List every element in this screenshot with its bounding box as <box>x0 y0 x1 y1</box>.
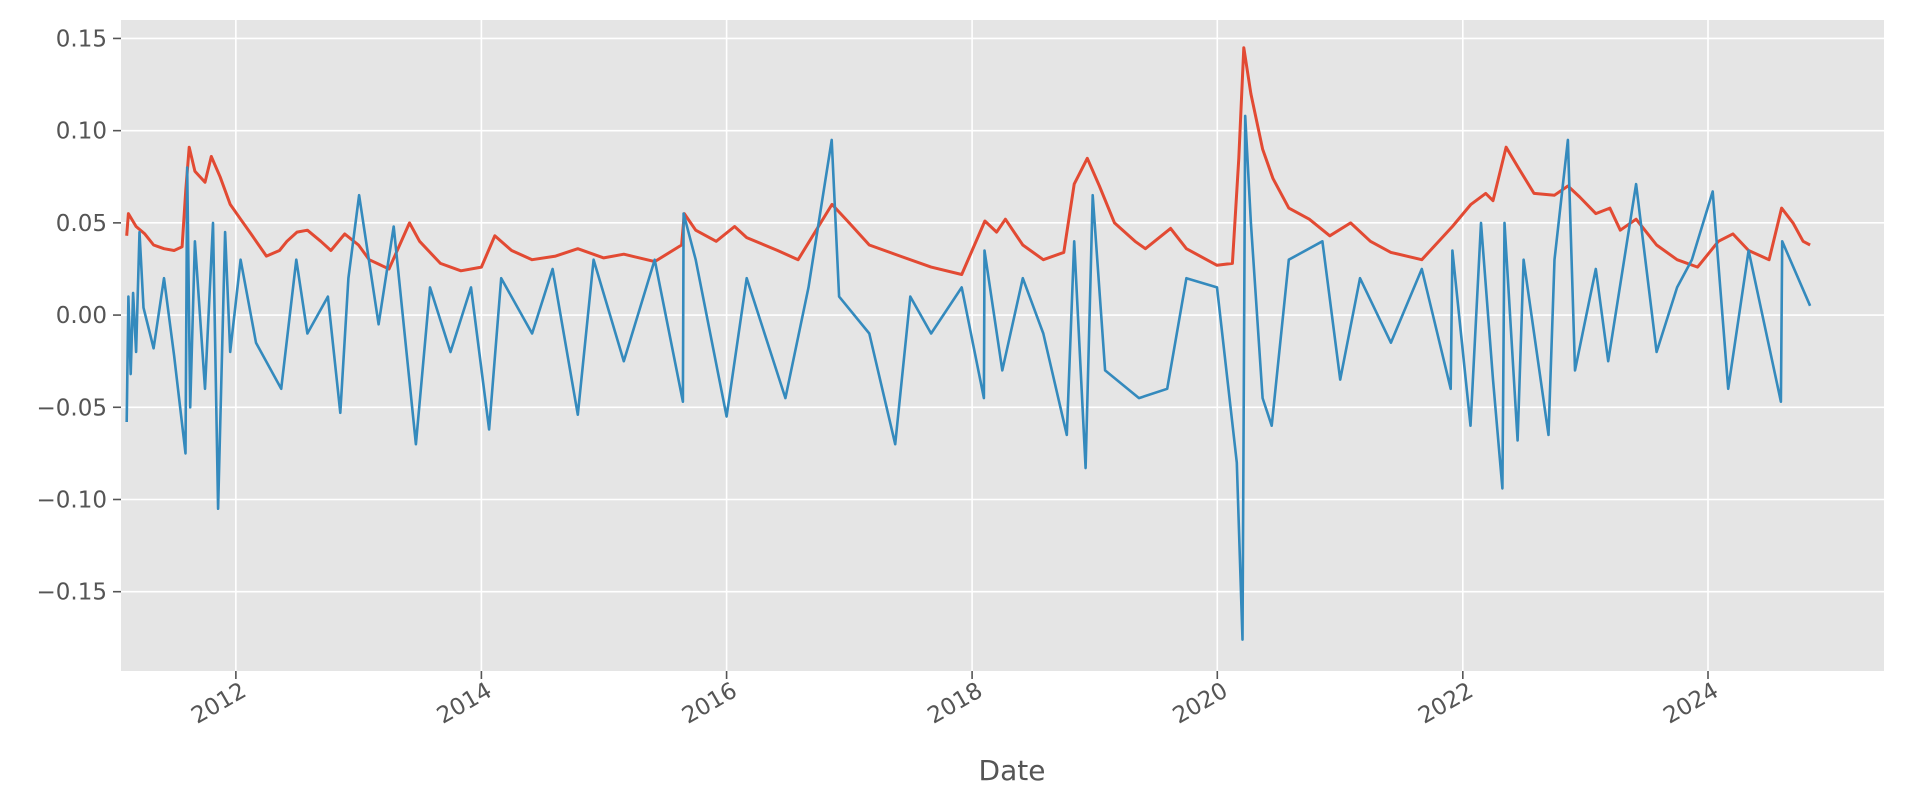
volatility-line <box>125 46 1811 276</box>
x-tick-label: 2020 <box>1169 678 1233 730</box>
y-axis: 0.15 0.10 0.05 0.00 −0.05 −0.10 −0.15 <box>37 26 121 606</box>
x-tick-label: 2018 <box>923 678 987 730</box>
x-tick-label: 2022 <box>1414 678 1478 730</box>
y-tick-label: 0.05 <box>56 211 107 237</box>
x-tick-label: 2012 <box>187 678 251 730</box>
y-tick-label: −0.05 <box>37 395 107 421</box>
x-axis: 2012 2014 2016 2018 2020 2022 2024 <box>187 671 1723 729</box>
x-tick-label: 2024 <box>1659 678 1723 730</box>
y-tick-label: −0.15 <box>37 580 107 606</box>
y-tick-label: 0.10 <box>56 119 107 145</box>
plot-area <box>121 20 1884 671</box>
x-axis-title: Date <box>979 754 1046 787</box>
y-tick-label: −0.10 <box>37 487 107 513</box>
y-tick-label: 0.00 <box>56 303 107 329</box>
x-tick-label: 2014 <box>433 678 497 730</box>
y-tick-label: 0.15 <box>56 26 107 52</box>
x-tick-label: 2016 <box>678 678 742 730</box>
series-group <box>125 46 1812 641</box>
